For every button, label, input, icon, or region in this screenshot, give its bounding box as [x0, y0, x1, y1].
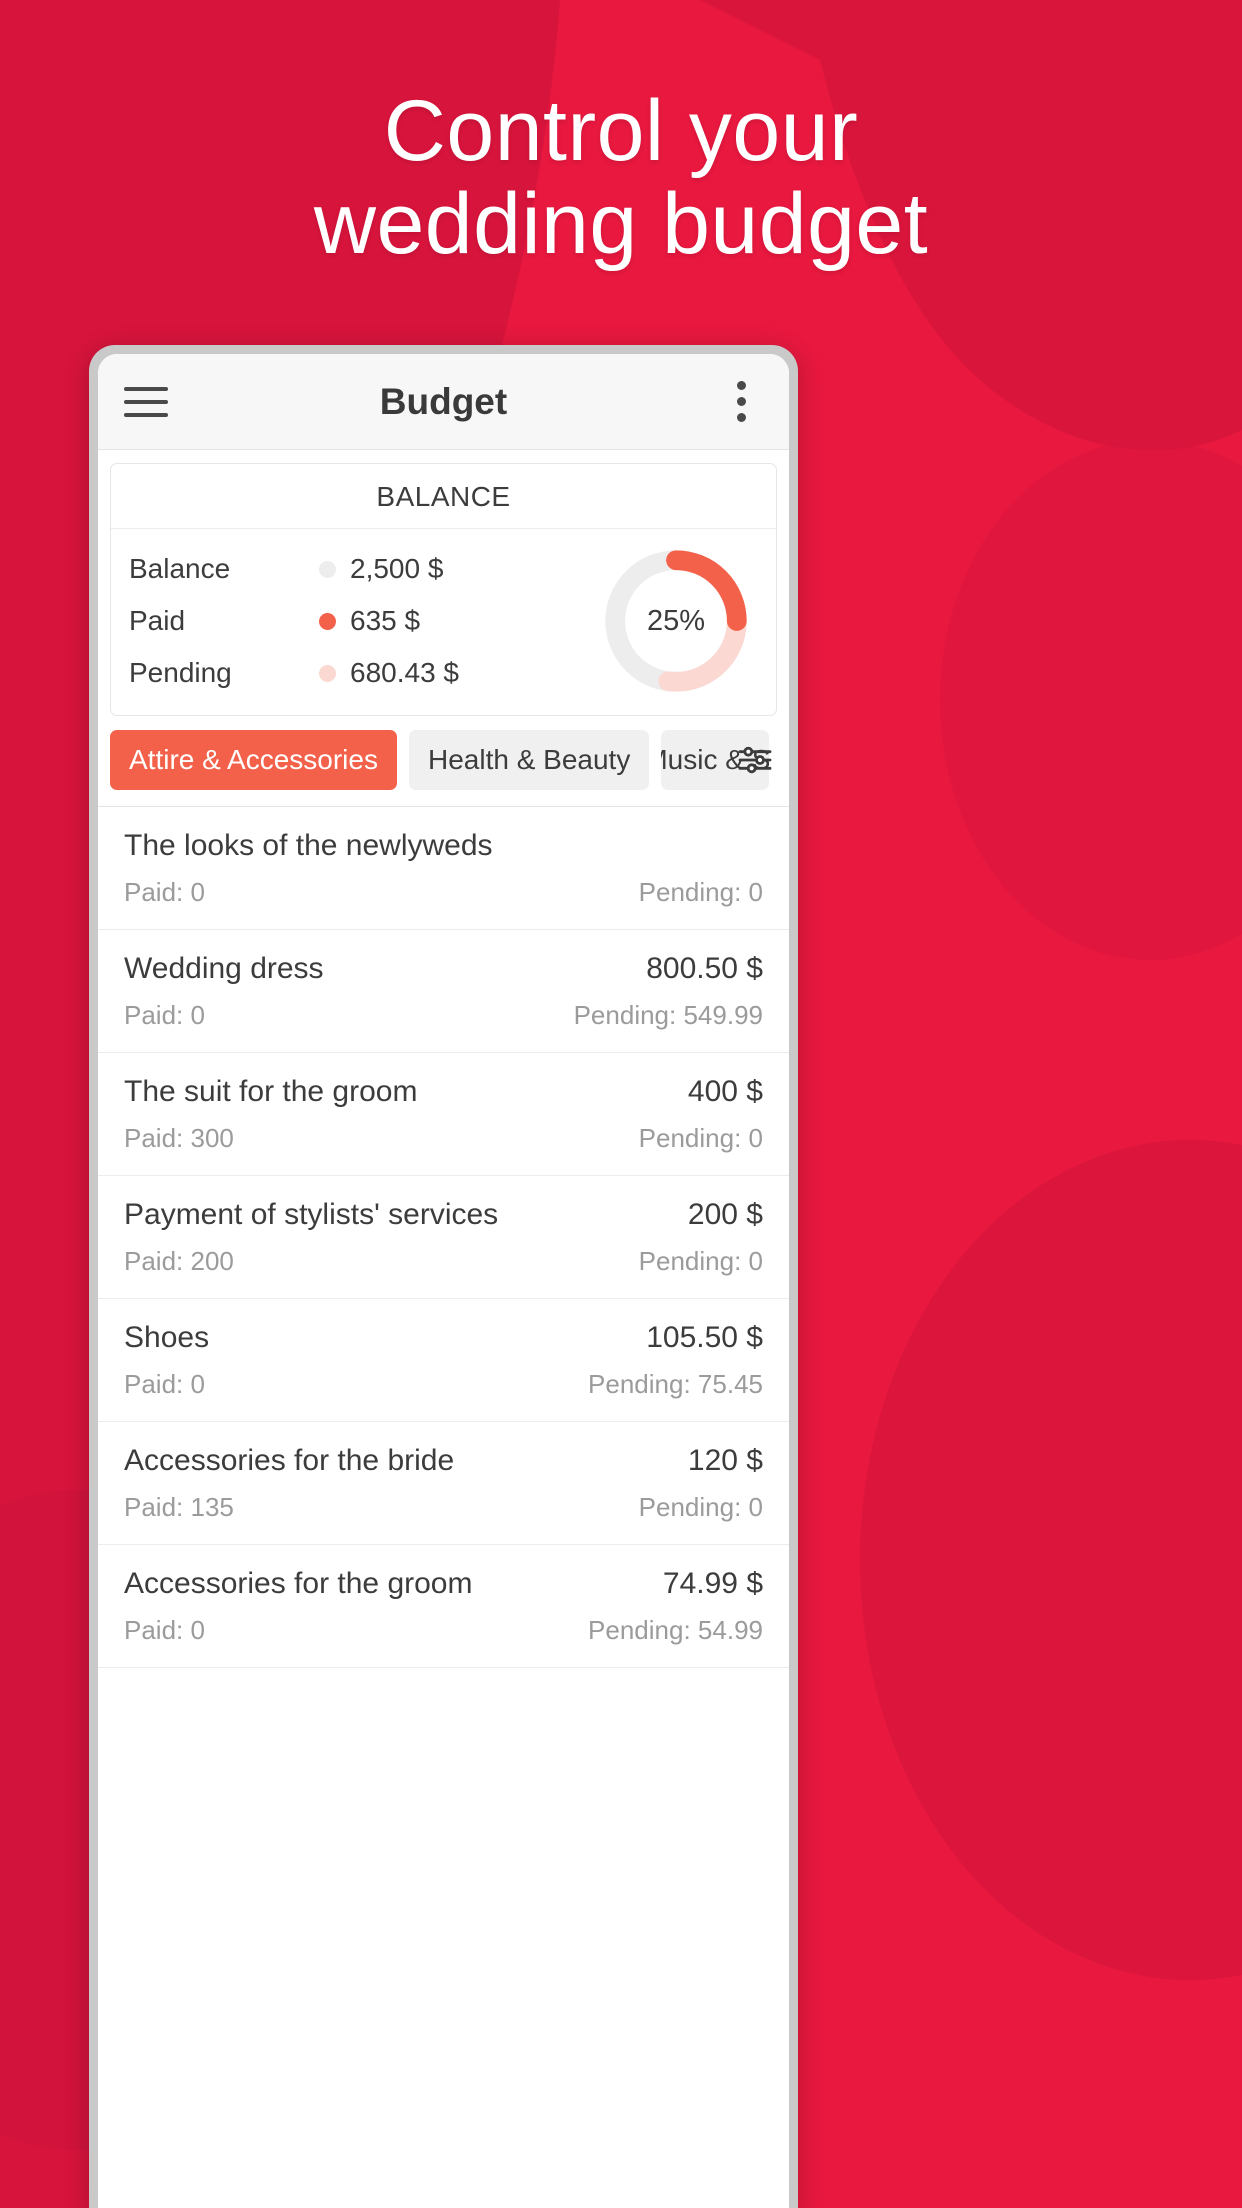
budget-donut-chart: 25%: [600, 545, 752, 697]
balance-row-label: Balance: [129, 553, 231, 584]
expense-pending: Pending: 0: [638, 1492, 763, 1522]
expense-amount: 800.50 $: [646, 952, 763, 985]
list-bottom-spacer: [98, 1668, 789, 1788]
expense-paid: Paid: 0: [124, 1615, 205, 1645]
balance-row-value: 2,500 $: [350, 553, 444, 584]
expense-amount: 105.50 $: [646, 1321, 763, 1354]
expense-amount: 74.99 $: [662, 1567, 763, 1600]
headline-line-1: Control your: [383, 83, 859, 179]
legend-dot-paid-icon: [319, 612, 336, 630]
expense-paid: Paid: 0: [124, 877, 205, 907]
table-row[interactable]: Payment of stylists' services 200 $ Paid…: [98, 1176, 789, 1299]
expense-pending: Pending: 75.45: [588, 1369, 763, 1399]
legend-dot-pending-icon: [319, 664, 336, 682]
promo-headline: Control your wedding budget: [0, 85, 1242, 271]
page-title: Budget: [379, 380, 508, 422]
table-row[interactable]: Accessories for the groom 74.99 $ Paid: …: [98, 1545, 789, 1668]
expense-list: The looks of the newlyweds Paid: 0 Pendi…: [98, 807, 789, 1788]
balance-row-paid: Paid 635 $: [129, 595, 576, 647]
expense-title: Shoes: [124, 1321, 210, 1354]
expense-title: Accessories for the bride: [124, 1444, 455, 1477]
sliders-filter-icon[interactable]: [733, 738, 777, 782]
expense-pending: Pending: 549.99: [573, 1000, 763, 1030]
expense-pending: Pending: 0: [638, 1246, 763, 1276]
balance-rows: Balance 2,500 $ Paid 635 $ Pending 680.4…: [111, 543, 576, 699]
balance-row-balance: Balance 2,500 $: [129, 543, 576, 595]
table-row[interactable]: Accessories for the bride 120 $ Paid: 13…: [98, 1422, 789, 1545]
expense-title: The looks of the newlyweds: [124, 829, 493, 862]
headline-line-2: wedding budget: [313, 175, 929, 272]
donut-svg: [605, 550, 747, 692]
donut-percent-label: 25%: [646, 604, 706, 637]
tab-music-show[interactable]: Music & Sh: [661, 730, 769, 790]
expense-paid: Paid: 0: [124, 1369, 205, 1399]
balance-row-label: Paid: [129, 605, 186, 636]
kebab-menu-icon[interactable]: [719, 379, 763, 425]
expense-amount: 200 $: [687, 1198, 763, 1231]
tab-health-beauty[interactable]: Health & Beauty: [408, 730, 650, 790]
phone-screen: Budget BALANCE Balance 2,500 $ Paid 63: [98, 354, 789, 2208]
balance-row-pending: Pending 680.43 $: [129, 647, 576, 699]
donut-chart-container: 25%: [576, 543, 776, 699]
expense-pending: Pending: 0: [638, 1123, 763, 1153]
balance-card-container: BALANCE Balance 2,500 $ Paid 635 $ Pendi…: [98, 450, 789, 716]
table-row[interactable]: The looks of the newlyweds Paid: 0 Pendi…: [98, 807, 789, 930]
table-row[interactable]: Shoes 105.50 $ Paid: 0 Pending: 75.45: [98, 1299, 789, 1422]
expense-title: Payment of stylists' services: [124, 1198, 499, 1231]
expense-pending: Pending: 54.99: [588, 1615, 763, 1645]
expense-paid: Paid: 300: [124, 1123, 234, 1153]
balance-card-body: Balance 2,500 $ Paid 635 $ Pending 680.4…: [111, 529, 776, 715]
hamburger-menu-icon[interactable]: [124, 379, 170, 425]
balance-row-value: 635 $: [350, 605, 421, 636]
expense-paid: Paid: 0: [124, 1000, 205, 1030]
phone-mockup: Budget BALANCE Balance 2,500 $ Paid 63: [89, 345, 798, 2208]
expense-pending: Pending: 0: [638, 877, 763, 907]
expense-paid: Paid: 135: [124, 1492, 234, 1522]
app-bar: Budget: [98, 354, 789, 450]
expense-title: The suit for the groom: [124, 1075, 418, 1108]
balance-card-header: BALANCE: [111, 464, 776, 529]
balance-card: BALANCE Balance 2,500 $ Paid 635 $ Pendi…: [110, 463, 777, 716]
legend-dot-balance-icon: [319, 560, 336, 578]
table-row[interactable]: Wedding dress 800.50 $ Paid: 0 Pending: …: [98, 930, 789, 1053]
balance-row-label: Pending: [129, 657, 232, 688]
expense-paid: Paid: 200: [124, 1246, 234, 1276]
expense-title: Accessories for the groom: [124, 1567, 473, 1600]
table-row[interactable]: The suit for the groom 400 $ Paid: 300 P…: [98, 1053, 789, 1176]
expense-amount: 120 $: [687, 1444, 763, 1477]
category-tabs: Attire & Accessories Health & Beauty Mus…: [98, 716, 789, 807]
tab-attire-accessories[interactable]: Attire & Accessories: [110, 730, 397, 790]
balance-row-value: 680.43 $: [350, 657, 459, 688]
expense-title: Wedding dress: [124, 952, 324, 985]
expense-amount: 400 $: [687, 1075, 763, 1108]
